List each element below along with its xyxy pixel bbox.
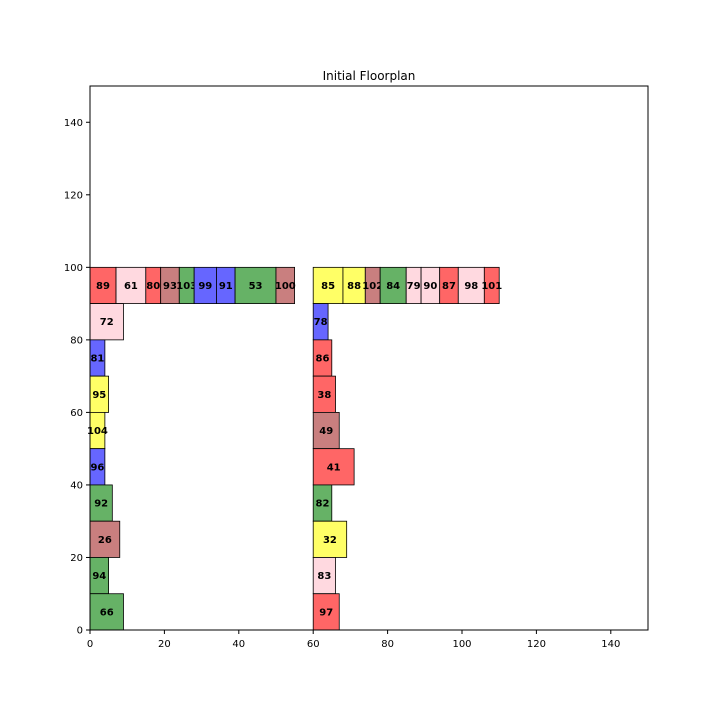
room-label: 80 [146, 281, 160, 292]
room-label: 82 [316, 499, 330, 510]
room-label: 78 [314, 317, 328, 328]
room-label: 100 [275, 281, 296, 292]
room-84: 84 [379, 266, 407, 305]
x-tick-label: 120 [527, 639, 546, 650]
room-rect [312, 593, 340, 631]
room-label: 97 [319, 607, 333, 618]
room-label: 99 [198, 281, 212, 292]
room-101: 101 [481, 266, 502, 305]
plot-frame [89, 85, 649, 631]
room-100: 100 [275, 266, 296, 305]
room-label: 38 [317, 390, 331, 401]
room-rect [89, 266, 117, 305]
room-label: 103 [176, 281, 197, 292]
room-92: 92 [89, 484, 113, 522]
room-72: 72 [89, 303, 124, 341]
room-label: 53 [249, 281, 263, 292]
room-label: 66 [100, 607, 114, 618]
room-label: 96 [90, 462, 104, 473]
room-label: 95 [92, 390, 106, 401]
x-tick-label: 140 [601, 639, 620, 650]
room-97: 97 [312, 593, 340, 631]
x-tick-label: 40 [232, 639, 245, 650]
room-26: 26 [89, 520, 121, 558]
room-label: 61 [124, 281, 138, 292]
room-rect [89, 593, 124, 631]
room-label: 90 [423, 281, 437, 292]
room-53: 53 [234, 266, 277, 305]
room-label: 89 [96, 281, 110, 292]
room-label: 81 [90, 354, 104, 365]
room-86: 86 [312, 339, 333, 377]
y-tick-label: 0 [77, 626, 83, 637]
room-label: 72 [100, 317, 114, 328]
room-80: 80 [145, 266, 162, 305]
room-83: 83 [312, 557, 336, 595]
room-label: 85 [321, 281, 335, 292]
room-label: 26 [98, 535, 112, 546]
y-tick-label: 40 [70, 480, 83, 491]
room-96: 96 [89, 448, 106, 486]
room-rect [312, 448, 355, 486]
room-label: 98 [464, 281, 478, 292]
room-label: 88 [347, 281, 361, 292]
room-label: 87 [442, 281, 456, 292]
room-label: 91 [219, 281, 233, 292]
room-label: 94 [92, 571, 106, 582]
room-label: 92 [94, 499, 108, 510]
room-label: 41 [327, 462, 341, 473]
room-label: 84 [386, 281, 400, 292]
room-rect [89, 520, 121, 558]
room-rect [379, 266, 407, 305]
room-61: 61 [115, 266, 147, 305]
x-tick-label: 60 [307, 639, 320, 650]
x-tick-label: 0 [87, 639, 93, 650]
y-tick-label: 140 [64, 118, 83, 129]
room-90: 90 [420, 266, 441, 305]
room-32: 32 [312, 520, 348, 558]
room-rect [483, 266, 500, 305]
room-89: 89 [89, 266, 117, 305]
x-tick-label: 20 [158, 639, 171, 650]
room-95: 95 [89, 375, 110, 413]
x-tick-label: 100 [452, 639, 471, 650]
room-49: 49 [312, 411, 340, 450]
room-79: 79 [405, 266, 422, 305]
room-82: 82 [312, 484, 333, 522]
room-label: 83 [317, 571, 331, 582]
y-tick-label: 60 [70, 408, 83, 419]
room-87: 87 [439, 266, 459, 305]
x-axis: 0 20 40 60 80 100 120 140 [87, 630, 620, 650]
room-85: 85 [312, 266, 344, 305]
room-label: 104 [87, 426, 108, 437]
room-label: 102 [362, 281, 383, 292]
room-rect [275, 266, 296, 305]
room-81: 81 [89, 339, 106, 377]
room-66: 66 [89, 593, 124, 631]
room-label: 32 [323, 535, 337, 546]
y-tick-label: 20 [70, 553, 83, 564]
room-label: 79 [407, 281, 421, 292]
y-tick-label: 120 [64, 190, 83, 201]
y-tick-label: 80 [70, 335, 83, 346]
room-label: 93 [163, 281, 177, 292]
room-78: 78 [312, 303, 329, 341]
room-99: 99 [193, 266, 217, 305]
room-rect [312, 520, 348, 558]
room-41: 41 [312, 448, 355, 486]
chart-title: Initial Floorplan [323, 69, 416, 83]
room-label: 101 [481, 281, 502, 292]
room-91: 91 [216, 266, 236, 305]
room-38: 38 [312, 375, 336, 413]
rooms-layer: 89 61 80 93 103 99 91 53 100 72 81 95 104 96 92 26 94 66 8… [87, 266, 502, 631]
y-axis: 0 20 40 60 80 100 120 140 [64, 118, 90, 637]
room-rect [89, 303, 124, 341]
x-tick-label: 80 [381, 639, 394, 650]
room-94: 94 [89, 557, 110, 595]
room-label: 49 [319, 426, 333, 437]
room-label: 86 [316, 354, 330, 365]
y-tick-label: 100 [64, 263, 83, 274]
